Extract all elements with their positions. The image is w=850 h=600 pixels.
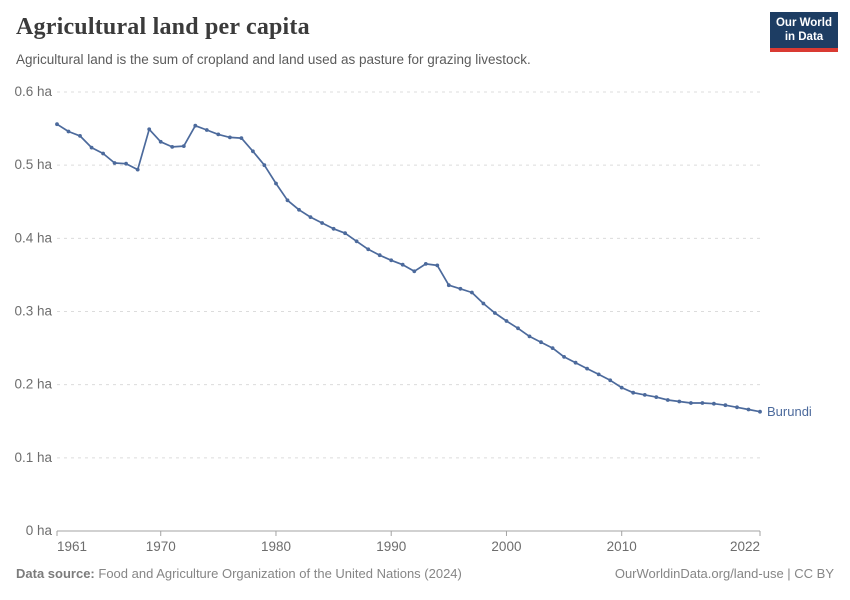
page-title: Agricultural land per capita (16, 14, 310, 40)
data-point (400, 262, 405, 267)
data-point (124, 161, 128, 166)
data-point (746, 407, 751, 412)
y-tick-label: 0.2 ha (14, 377, 52, 392)
y-tick-label: 0.6 ha (14, 84, 52, 99)
x-tick-label: 1961 (57, 539, 87, 554)
data-point (481, 301, 486, 306)
data-point (389, 258, 394, 263)
data-point (251, 149, 255, 154)
owid-logo: Our World in Data (770, 12, 838, 52)
data-point (193, 123, 198, 128)
data-point (665, 398, 670, 402)
data-point (596, 372, 601, 377)
data-point (285, 198, 290, 203)
data-point (516, 326, 520, 331)
data-point (493, 311, 497, 315)
chart-footer: Data source: Food and Agriculture Organi… (16, 566, 834, 581)
x-tick-label: 1990 (376, 539, 406, 554)
data-point (354, 239, 359, 244)
data-point (66, 129, 71, 134)
y-tick-label: 0.3 ha (14, 304, 52, 319)
data-point (700, 401, 705, 405)
y-tick-label: 0.1 ha (14, 450, 52, 465)
data-point (308, 215, 313, 220)
data-point (677, 399, 682, 404)
series-end-label: Burundi (767, 404, 812, 419)
data-point (631, 390, 636, 395)
data-point (331, 226, 336, 231)
data-point (239, 136, 244, 141)
data-point (78, 134, 82, 138)
data-point (112, 161, 117, 165)
x-tick-label: 1970 (146, 539, 176, 554)
data-point (366, 247, 371, 252)
data-point (735, 405, 739, 410)
y-tick-label: 0.4 ha (14, 230, 52, 245)
data-point (723, 403, 728, 408)
data-point (228, 135, 232, 140)
data-point (297, 207, 301, 212)
data-point (55, 122, 59, 127)
data-source: Data source: Food and Agriculture Organi… (16, 566, 462, 581)
y-tick-label: 0 ha (26, 523, 53, 538)
data-point (262, 163, 267, 168)
credit-text: OurWorldinData.org/land-use | CC BY (614, 566, 834, 581)
data-point (608, 378, 613, 383)
data-point (562, 355, 566, 359)
data-point (158, 139, 163, 144)
data-point (435, 263, 440, 268)
data-point (89, 145, 94, 150)
data-point (216, 132, 221, 137)
owid-logo-line2: in Data (784, 31, 824, 44)
data-source-label: Data source: (16, 566, 95, 581)
data-point (619, 385, 624, 390)
data-point (642, 393, 647, 397)
x-tick-label: 2000 (491, 539, 521, 554)
data-point (758, 409, 762, 414)
data-point (550, 346, 555, 350)
data-point (181, 144, 186, 149)
data-point (470, 290, 474, 295)
data-point (654, 395, 659, 399)
data-point (712, 401, 716, 406)
data-point (689, 401, 693, 405)
data-point (423, 262, 428, 266)
data-point (539, 340, 543, 345)
data-point (504, 319, 509, 323)
data-point (458, 286, 463, 291)
data-point (573, 360, 578, 365)
data-source-text: Food and Agriculture Organization of the… (98, 566, 462, 581)
data-point (377, 253, 382, 258)
data-point (147, 127, 152, 132)
data-point (320, 221, 324, 225)
data-point (527, 334, 532, 339)
y-tick-label: 0.5 ha (14, 157, 52, 172)
data-point (343, 231, 347, 236)
x-tick-label: 2022 (730, 539, 760, 554)
data-point (101, 151, 105, 156)
chart-subtitle: Agricultural land is the sum of cropland… (16, 52, 531, 67)
data-point (135, 167, 140, 172)
owid-logo-line1: Our World (775, 17, 832, 29)
data-point (412, 269, 417, 274)
data-point (446, 283, 451, 288)
data-point (170, 145, 175, 149)
data-line (56, 123, 761, 413)
data-point (274, 181, 278, 186)
data-point (204, 128, 209, 132)
data-point (585, 366, 589, 371)
x-tick-label: 1980 (261, 539, 291, 554)
x-tick-label: 2010 (607, 539, 637, 554)
